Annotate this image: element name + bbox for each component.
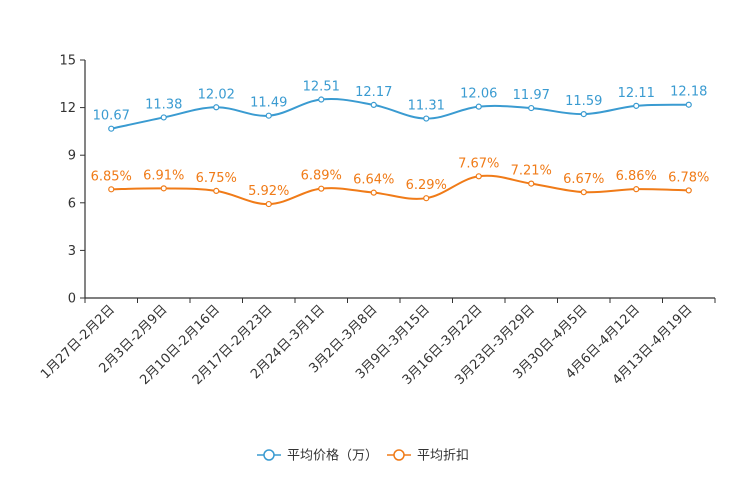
legend: 平均价格（万） 平均折扣 (257, 448, 469, 464)
data-label: 11.97 (513, 88, 550, 103)
data-label: 10.67 (93, 109, 130, 124)
data-label: 6.78% (668, 170, 709, 185)
y-tick-label: 6 (68, 196, 76, 211)
data-label: 12.11 (618, 86, 655, 101)
data-point (213, 104, 220, 111)
data-point (265, 200, 272, 208)
data-label: 6.86% (616, 169, 657, 184)
data-point (370, 189, 377, 196)
legend-marker-icon (393, 449, 405, 461)
y-axis: 0 3 6 9 12 15 (59, 54, 86, 307)
data-label: 7.21% (511, 164, 552, 179)
data-label: 12.06 (460, 87, 497, 102)
series-layer: 10.67 11.38 12.02 11.49 12.51 12.17 11.31 12.06… (91, 80, 709, 208)
data-point (685, 187, 692, 194)
legend-item-1: 平均价格（万） (257, 448, 378, 464)
data-label: 11.38 (145, 97, 182, 112)
data-point (528, 180, 535, 187)
data-point (370, 101, 377, 109)
data-point (423, 195, 430, 202)
data-label: 12.18 (670, 85, 707, 100)
legend-marker-icon (263, 449, 275, 461)
data-label: 5.92% (248, 184, 289, 199)
series-1: 10.67 11.38 12.02 11.49 12.51 12.17 11.31 12.06… (93, 80, 707, 132)
series-2: 6.85% 6.91% 6.75% 5.92% 6.89% 6.64% 6.29% 7.67%… (91, 156, 709, 208)
y-tick-label: 0 (68, 292, 76, 307)
data-point (108, 125, 115, 132)
data-label: 11.59 (565, 94, 602, 109)
data-label: 6.91% (143, 168, 184, 183)
data-label: 6.67% (563, 172, 604, 187)
data-label: 11.49 (250, 96, 287, 111)
data-point (580, 111, 587, 118)
series-line (111, 174, 689, 206)
data-label: 12.02 (198, 87, 235, 102)
data-label: 6.89% (301, 169, 342, 184)
data-point (633, 102, 640, 109)
data-point (423, 115, 430, 122)
data-label: 7.67% (458, 156, 499, 171)
data-point (475, 103, 482, 110)
data-point (633, 186, 640, 193)
series-line (111, 98, 689, 130)
data-point (685, 101, 692, 108)
data-label: 12.17 (355, 85, 392, 100)
data-label: 6.29% (406, 178, 447, 193)
data-point (213, 187, 220, 194)
data-label: 6.64% (353, 173, 394, 188)
legend-item-2: 平均折扣 (387, 449, 469, 464)
data-label: 11.31 (408, 99, 445, 114)
data-point (265, 112, 272, 119)
legend-label: 平均价格（万） (287, 448, 378, 464)
data-point (580, 189, 587, 196)
y-tick-label: 12 (59, 101, 76, 116)
data-label: 12.51 (303, 80, 340, 95)
data-point (528, 104, 535, 112)
data-point (108, 186, 115, 193)
y-tick-label: 15 (59, 54, 76, 69)
data-label: 6.75% (196, 171, 237, 186)
data-label: 6.85% (91, 169, 132, 184)
y-tick-label: 3 (68, 244, 76, 259)
x-axis: 1月27日-2月2日2月3日-2月9日2月10日-2月16日2月17日-2月23… (38, 297, 716, 388)
legend-label: 平均折扣 (417, 449, 469, 464)
y-tick-label: 9 (68, 149, 76, 164)
data-point (318, 96, 325, 103)
data-point (160, 185, 167, 192)
data-point (160, 114, 167, 121)
data-point (475, 173, 482, 180)
data-point (318, 185, 325, 192)
